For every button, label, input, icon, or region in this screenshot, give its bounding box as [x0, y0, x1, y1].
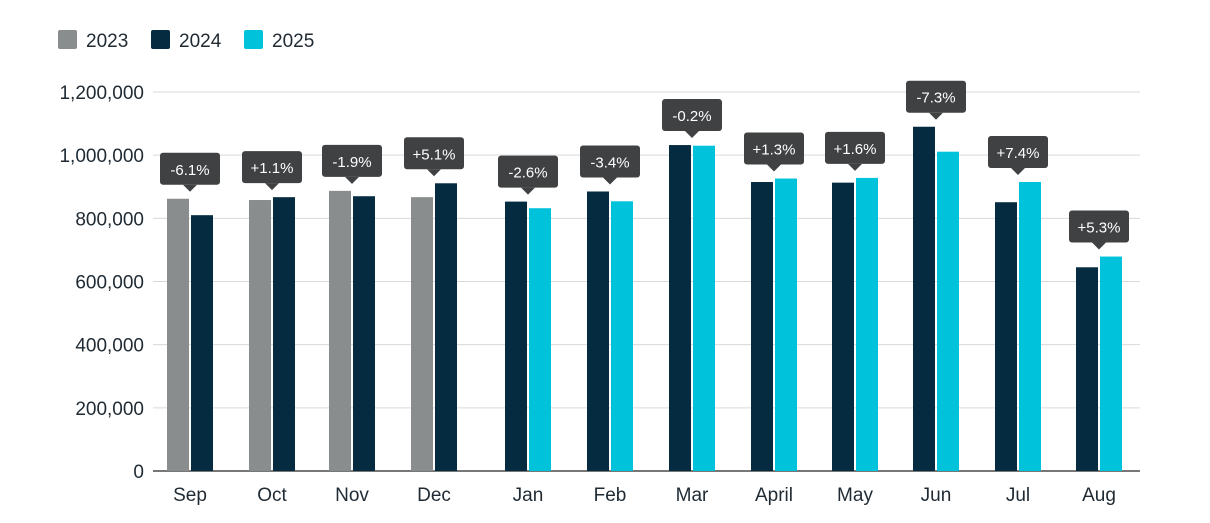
data-label-box — [1069, 210, 1129, 243]
data-label-pointer — [685, 131, 699, 139]
data-label-box — [825, 131, 885, 164]
legend-label: 2023 — [86, 31, 128, 52]
y-tick-label: 1,200,000 — [59, 83, 144, 104]
bar-2023-sep — [167, 198, 189, 472]
data-label-pointer — [848, 163, 862, 171]
data-label-pointer — [929, 112, 943, 120]
data-label-pointer — [1092, 242, 1106, 250]
legend-swatch-2024 — [151, 30, 170, 49]
data-label: +7.4% — [997, 145, 1040, 162]
legend-swatch-2023 — [58, 30, 77, 49]
data-label: +1.1% — [251, 160, 294, 177]
bar-2025-mar — [693, 145, 715, 472]
data-label-box — [404, 137, 464, 170]
legend-label: 2024 — [179, 31, 222, 52]
x-tick-label: Feb — [594, 485, 627, 506]
data-label-pointer — [767, 164, 781, 172]
data-label: -0.2% — [672, 108, 711, 125]
bar-2024-jan — [505, 201, 527, 471]
data-label-box — [242, 151, 302, 184]
data-label-pointer — [265, 183, 279, 191]
bar-2024-oct — [273, 197, 295, 472]
bar-2024-jul — [995, 202, 1017, 471]
bar-2025-aug — [1100, 256, 1122, 471]
bar-2025-feb — [611, 201, 633, 472]
bar-2024-april — [751, 182, 773, 471]
x-tick-label: Nov — [335, 485, 369, 506]
data-label-box — [580, 145, 640, 178]
x-tick-label: Mar — [676, 485, 709, 506]
data-label-pointer — [183, 184, 197, 192]
bar-2024-nov — [353, 196, 375, 471]
y-tick-label: 600,000 — [75, 273, 144, 294]
data-label-box — [906, 80, 966, 113]
legend-label: 2025 — [272, 31, 314, 52]
data-label-box — [322, 144, 382, 177]
x-tick-label: Dec — [417, 485, 451, 506]
data-label-box — [988, 136, 1048, 169]
data-label-box — [744, 132, 804, 165]
bar-2024-mar — [669, 145, 691, 471]
bar-2025-jan — [529, 208, 551, 471]
data-label: +5.1% — [413, 146, 456, 163]
bar-2023-oct — [249, 200, 271, 471]
data-label: -6.1% — [170, 162, 209, 179]
y-tick-label: 1,000,000 — [59, 146, 144, 167]
data-label: +1.6% — [834, 141, 877, 158]
data-label-pointer — [427, 169, 441, 177]
data-label: -7.3% — [916, 90, 955, 107]
data-label: -1.9% — [332, 154, 371, 171]
legend-swatch-2025 — [244, 30, 263, 49]
x-tick-label: Jan — [513, 485, 544, 506]
x-tick-label: Jul — [1006, 485, 1030, 506]
x-tick-label: Sep — [173, 485, 207, 506]
bar-2023-dec — [411, 197, 433, 472]
data-label: -2.6% — [508, 165, 547, 182]
x-tick-label: Jun — [921, 485, 952, 506]
bar-2024-dec — [435, 183, 457, 472]
bar-2024-may — [832, 182, 854, 471]
bar-2025-may — [856, 177, 878, 471]
data-label: -3.4% — [590, 154, 629, 171]
x-tick-label: Oct — [257, 485, 287, 506]
bar-2024-jun — [913, 126, 935, 471]
data-label-pointer — [345, 176, 359, 184]
y-tick-label: 800,000 — [75, 209, 144, 230]
bar-2024-aug — [1076, 267, 1098, 471]
bar-2025-jul — [1019, 182, 1041, 471]
bar-2025-april — [775, 178, 797, 471]
data-label: +1.3% — [753, 142, 796, 159]
y-tick-label: 0 — [133, 462, 144, 483]
data-label-box — [160, 152, 220, 185]
data-label-pointer — [1011, 168, 1025, 176]
bar-2024-feb — [587, 191, 609, 472]
data-label-box — [662, 99, 722, 132]
x-tick-label: April — [755, 485, 793, 506]
data-label-pointer — [603, 177, 617, 185]
x-tick-label: May — [837, 485, 873, 506]
data-label-pointer — [521, 187, 535, 195]
bar-2025-jun — [937, 151, 959, 471]
x-tick-label: Aug — [1082, 485, 1116, 506]
y-tick-label: 200,000 — [75, 399, 144, 420]
bar-2024-sep — [191, 215, 213, 471]
y-tick-label: 400,000 — [75, 336, 144, 357]
data-label: +5.3% — [1078, 220, 1121, 237]
bar-2023-nov — [329, 190, 351, 471]
data-label-box — [498, 155, 558, 188]
